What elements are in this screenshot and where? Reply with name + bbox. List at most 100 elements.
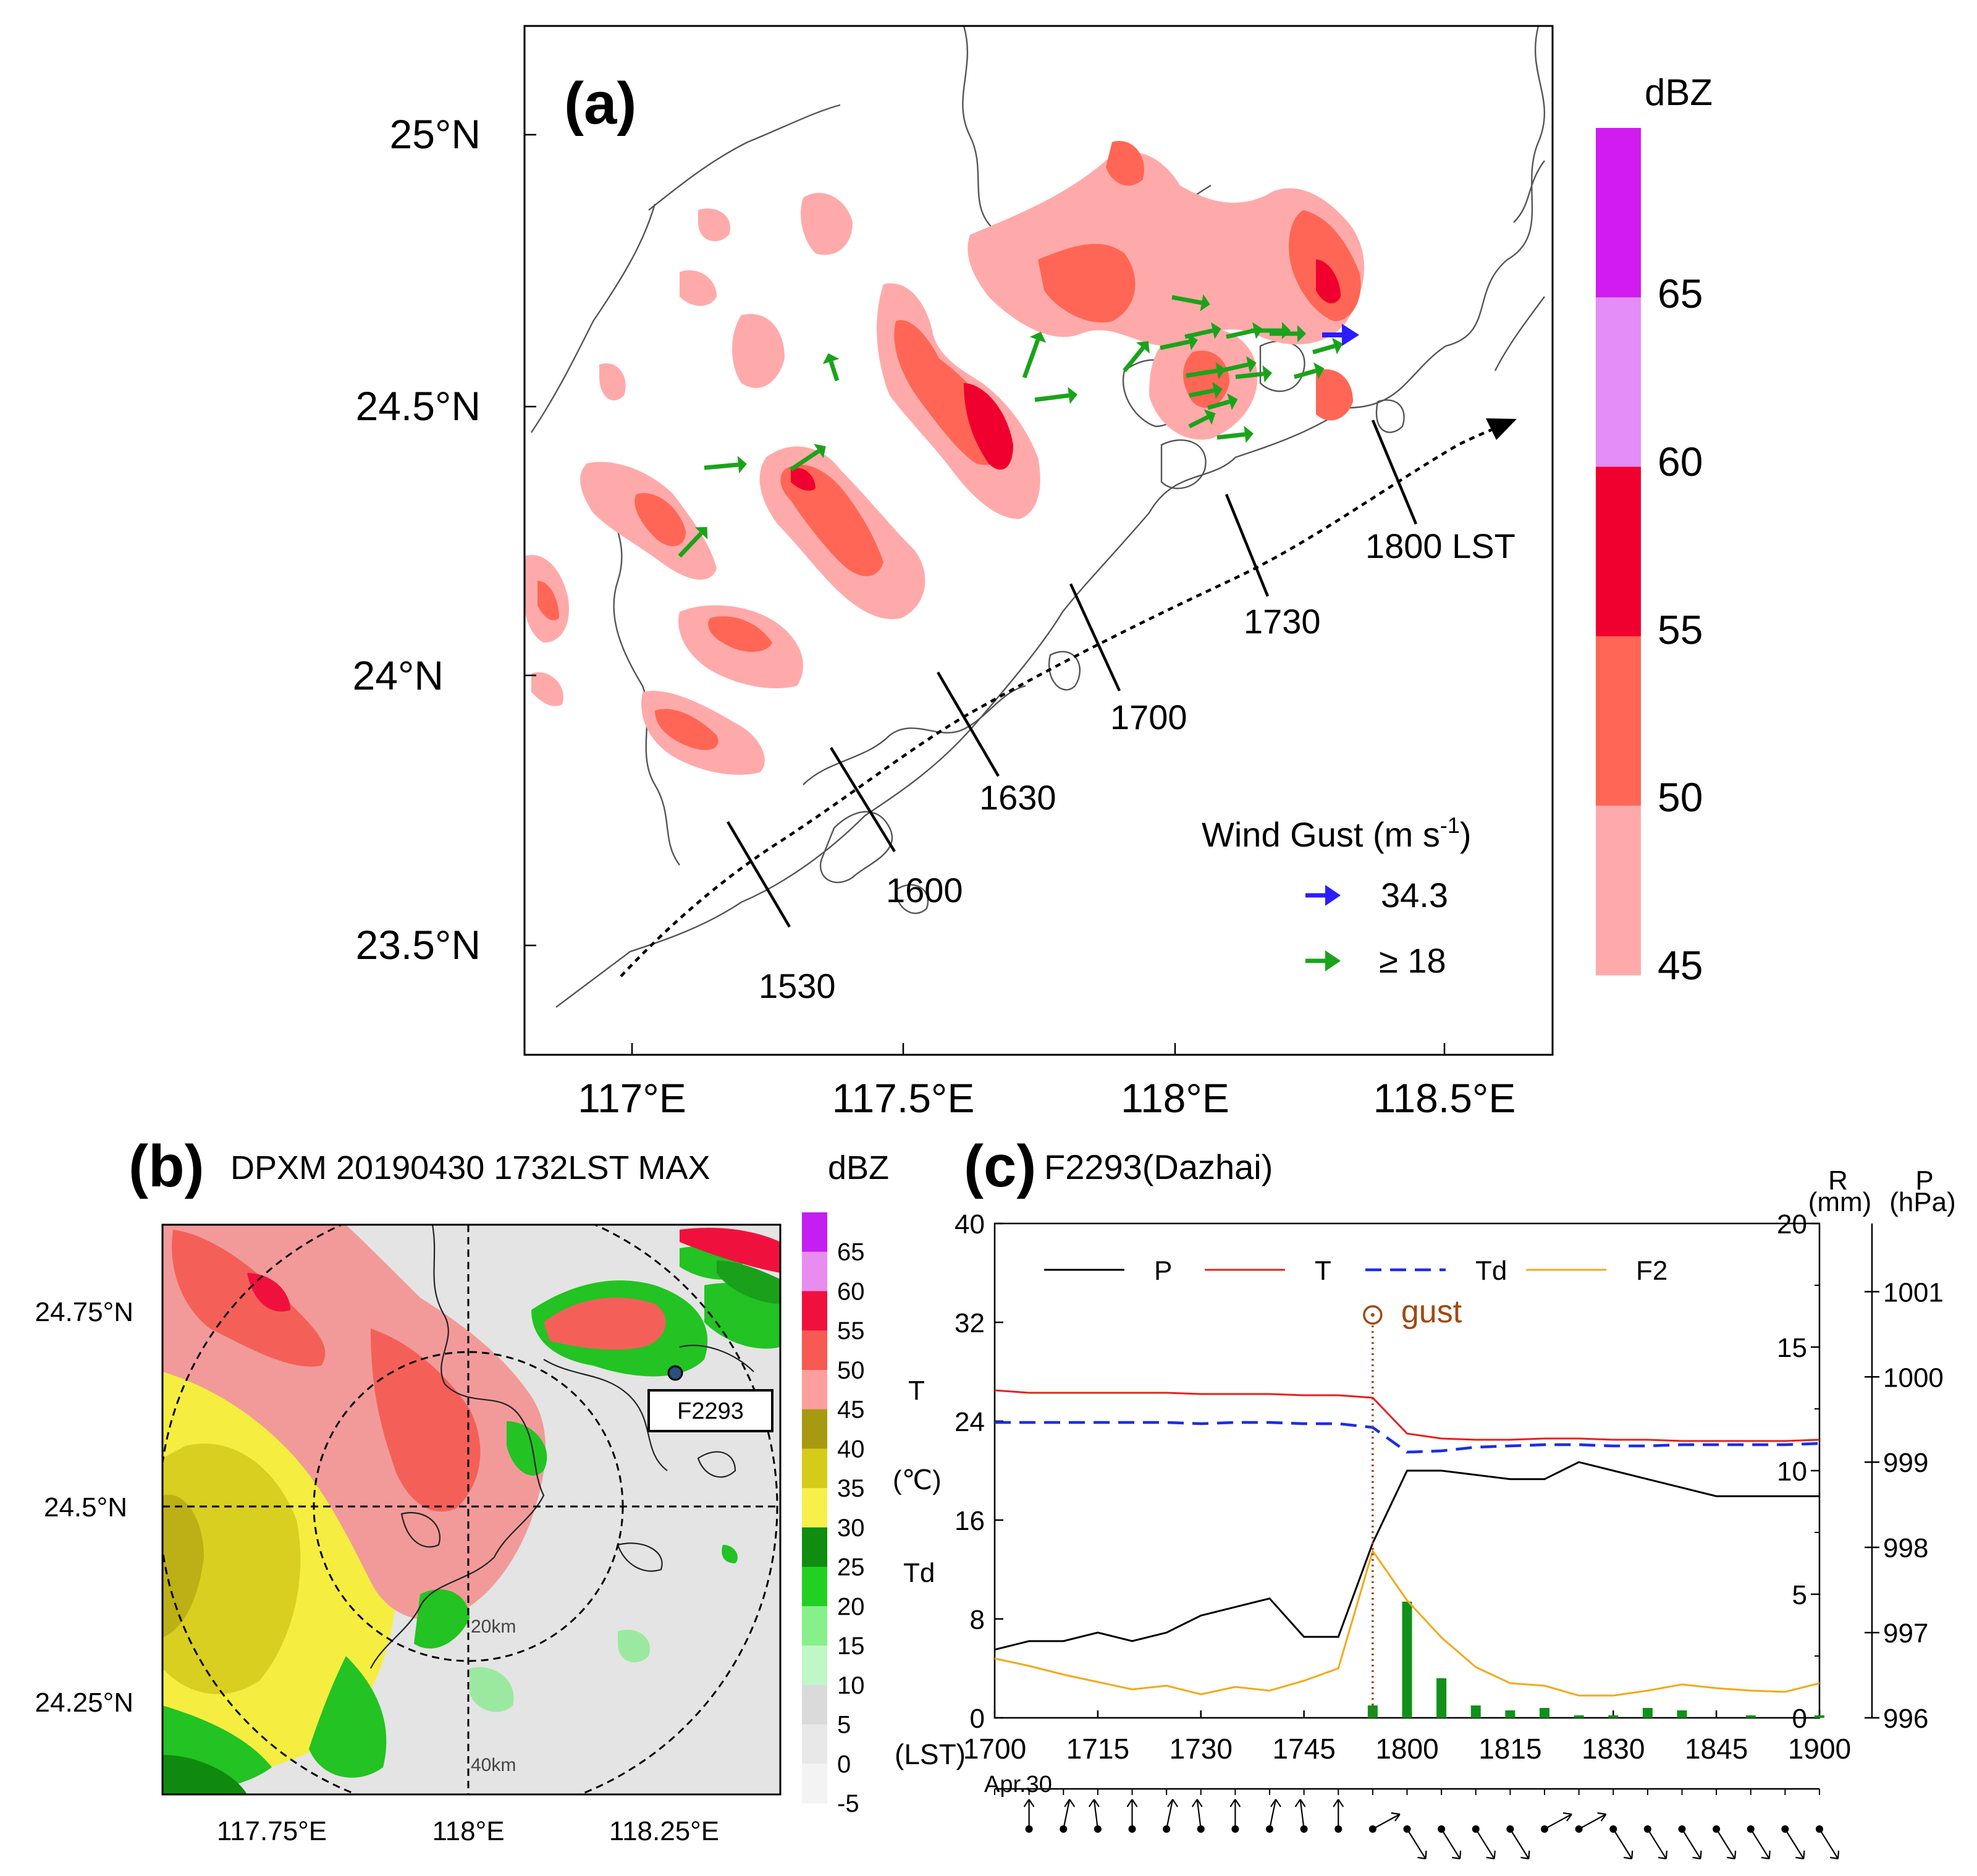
gust-arrow-max xyxy=(1322,324,1359,346)
left-tick-label-2: 16 xyxy=(955,1506,985,1536)
b-lat-label-24-5: 24.5°N xyxy=(44,1492,127,1523)
b-lon-label-118-25: 118.25°E xyxy=(609,1816,719,1846)
gust-arrow-green-19 xyxy=(1216,426,1254,443)
station-box-label: F2293 xyxy=(677,1398,744,1424)
legend-threshold: ≥ 18 xyxy=(1379,941,1446,980)
x-tick-label-0: 1700 xyxy=(963,1733,1026,1765)
cbar-b-segment-6 xyxy=(802,1448,827,1489)
cbar-b-label-14: -5 xyxy=(837,1790,859,1817)
cbar-a-label-65: 65 xyxy=(1658,271,1703,316)
panel-b-coastline xyxy=(370,1225,754,1669)
wind-barb-1845 xyxy=(1713,1825,1737,1860)
legend-label-p: P xyxy=(1154,1256,1172,1286)
range-ring-40km xyxy=(162,1225,778,1794)
ring-label-40km: 40km xyxy=(471,1755,516,1775)
cbar-b-label-4: 45 xyxy=(837,1396,865,1424)
wind-barb-1810 xyxy=(1472,1825,1496,1860)
gust-arrow-green-12 xyxy=(1270,325,1306,342)
wind-barb-1720 xyxy=(1126,1799,1138,1833)
legend-title: Wind Gust (m s-1) xyxy=(1202,813,1472,854)
wind-barb-1750 xyxy=(1333,1799,1344,1833)
track-tick-1800 xyxy=(1371,420,1418,525)
cbar-b-segment-10 xyxy=(802,1606,827,1646)
lon-label-117: 117°E xyxy=(578,1075,686,1121)
cbar-b-label-1: 60 xyxy=(837,1278,865,1305)
b-lon-label-118: 118°E xyxy=(432,1816,504,1846)
panel-a-map-content: Wind Gust (m s-1) 34.3 ≥ 18 1530 1600 16… xyxy=(525,26,1545,1055)
right-r-label: R xyxy=(1828,1165,1848,1196)
reflectivity-echoes xyxy=(525,141,1365,775)
wind-barb-1800 xyxy=(1403,1825,1427,1860)
rain-bar-1755 xyxy=(1367,1705,1378,1718)
legend-label-td: Td xyxy=(1475,1256,1507,1286)
rain-bar-1835 xyxy=(1642,1708,1653,1718)
time-label-1700: 1700 xyxy=(1110,698,1187,737)
p-tick-label-2: 998 xyxy=(1883,1533,1928,1563)
wind-barb-1830 xyxy=(1609,1825,1633,1860)
gust-arrow-green-16 xyxy=(1188,409,1216,429)
legend-arrow-max xyxy=(1305,885,1341,906)
wind-barb-1850 xyxy=(1747,1825,1771,1860)
panel-a-colorbar-labels: 65 60 55 50 45 xyxy=(1658,271,1703,988)
x-tick-label-6: 1830 xyxy=(1582,1733,1645,1765)
gust-circle xyxy=(1363,1305,1383,1325)
rain-bar-1820 xyxy=(1540,1708,1549,1718)
panel-b-unit: dBZ xyxy=(828,1149,889,1186)
track-tick-1530 xyxy=(727,821,791,928)
gust-arrow-green-2 xyxy=(790,444,826,471)
cbar-b-segment-0 xyxy=(802,1212,827,1253)
rain-bar-1815 xyxy=(1505,1710,1515,1718)
track-time-labels: 1530 1600 1630 1700 1730 1800 LST xyxy=(759,526,1515,1005)
storm-track xyxy=(620,417,1517,978)
station-marker xyxy=(667,1365,683,1381)
wind-barb-1735 xyxy=(1229,1799,1241,1833)
gust-arrow-green-6 xyxy=(1171,294,1210,311)
rain-bar-1850 xyxy=(1745,1715,1756,1718)
p-tick-label-5: 1001 xyxy=(1883,1277,1944,1308)
track-line xyxy=(620,417,1517,978)
x-tick-label-4: 1800 xyxy=(1375,1733,1438,1765)
gust-arrow-green-4 xyxy=(1022,331,1047,379)
cbar-b-label-6: 35 xyxy=(837,1475,865,1502)
wind-barb-1745 xyxy=(1294,1799,1308,1833)
gust-arrow-green-21 xyxy=(1312,337,1343,355)
cbar-b-segment-13 xyxy=(802,1724,827,1764)
panel-a-lon-labels: 117°E 117.5°E 118°E 118.5°E xyxy=(578,1075,1515,1121)
wind-barb-1740 xyxy=(1266,1799,1281,1833)
cbar-b-label-7: 30 xyxy=(837,1515,865,1542)
wind-barb-1715 xyxy=(1088,1799,1102,1833)
wind-barb-1855 xyxy=(1781,1825,1805,1860)
series-line-p xyxy=(994,1461,1819,1651)
track-tick-1600 xyxy=(830,746,896,853)
wind-barb-1825 xyxy=(1575,1812,1607,1833)
r-tick-label-4: 20 xyxy=(1777,1209,1807,1240)
panel-b-radar-map: 20km 40km F2293 xyxy=(162,1225,780,1794)
series-line-f2 xyxy=(994,1549,1820,1697)
wind-barb-1710 xyxy=(1060,1799,1076,1833)
cbar-a-segment-2 xyxy=(1596,467,1641,637)
track-tick-1630 xyxy=(937,671,1000,777)
cbar-b-label-8: 25 xyxy=(837,1554,865,1581)
cbar-a-segment-3 xyxy=(1596,636,1641,806)
gust-arrow-green-15 xyxy=(1207,393,1238,410)
r-tick-label-0: 0 xyxy=(1792,1704,1807,1734)
cbar-b-segment-5 xyxy=(802,1409,827,1449)
cbar-b-label-5: 40 xyxy=(837,1435,865,1463)
time-label-1730: 1730 xyxy=(1244,602,1321,641)
cbar-b-segment-12 xyxy=(802,1684,827,1725)
wind-barb-1725 xyxy=(1163,1799,1179,1833)
p-tick-label-0: 996 xyxy=(1883,1704,1928,1734)
cbar-a-label-55: 55 xyxy=(1658,607,1703,653)
panel-b: (b) DPXM 20190430 1732LST MAX dBZ xyxy=(35,1133,890,1846)
x-tick-label-8: 1900 xyxy=(1788,1733,1851,1765)
panel-b-lat-labels: 24.75°N 24.5°N 24.25°N xyxy=(35,1297,133,1718)
cbar-a-label-50: 50 xyxy=(1658,774,1703,820)
station-box xyxy=(647,1389,774,1432)
r-tick-label-1: 5 xyxy=(1792,1580,1807,1610)
left-tick-label-0: 0 xyxy=(970,1704,985,1734)
legend-arrow-threshold xyxy=(1305,950,1341,971)
time-label-1630: 1630 xyxy=(979,778,1056,817)
gust-arrows xyxy=(678,294,1359,558)
x-tick-label-3: 1745 xyxy=(1272,1733,1335,1765)
cbar-b-segment-7 xyxy=(802,1488,827,1528)
